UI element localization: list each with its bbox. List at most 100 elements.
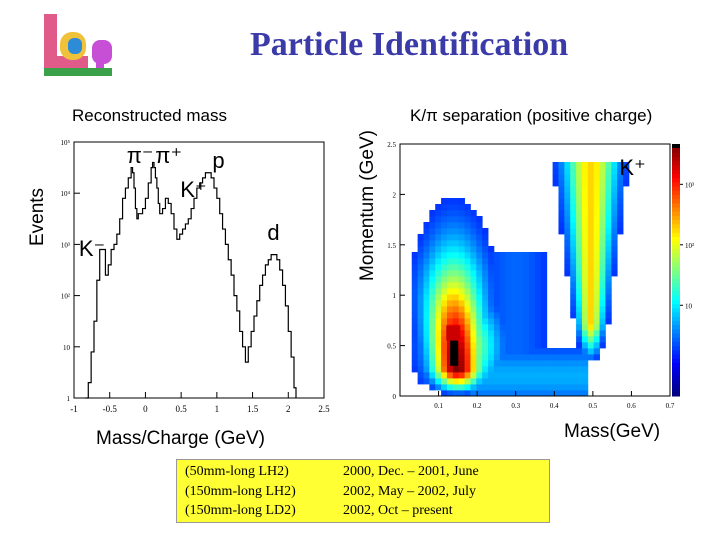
- heatmap-cell: [558, 162, 565, 169]
- heatmap-cell: [511, 270, 518, 277]
- heatmap-cell: [458, 252, 465, 259]
- heatmap-cell: [505, 336, 512, 343]
- heatmap-cell: [617, 192, 624, 199]
- heatmap-cell: [593, 162, 600, 169]
- heatmap-cell: [417, 234, 424, 241]
- heatmap-cell: [605, 270, 612, 277]
- heatmap-cell: [593, 192, 600, 199]
- heatmap-cell: [581, 234, 589, 241]
- colorbar-tick-label: 10²: [685, 242, 694, 250]
- heatmap-cell: [576, 216, 583, 223]
- heatmap-cell: [570, 288, 577, 295]
- heatmap-cell: [581, 360, 589, 367]
- heatmap-cell: [476, 366, 483, 373]
- heatmap-cell: [411, 336, 419, 343]
- heatmap-cell: [540, 390, 548, 397]
- heatmap-cell: [511, 306, 518, 313]
- heatmap-cell: [523, 366, 530, 373]
- left-x-tick-label: 0: [143, 404, 148, 412]
- heatmap-peak-cell: [450, 340, 459, 366]
- heatmap-cell: [446, 222, 454, 229]
- heatmap-cell: [429, 342, 436, 349]
- heatmap-cell: [570, 234, 577, 241]
- heatmap-cell: [464, 312, 471, 319]
- heatmap-cell: [511, 372, 518, 379]
- heatmap-cell: [605, 228, 612, 235]
- heatmap-cell: [458, 324, 465, 331]
- heatmap-cell: [458, 378, 465, 385]
- heatmap-cell: [623, 180, 630, 187]
- heatmap-cell: [581, 348, 589, 355]
- heatmap-cell: [505, 324, 512, 331]
- left-y-tick-label: 10⁵: [61, 139, 71, 147]
- heatmap-cell: [535, 258, 542, 265]
- heatmap-cell: [476, 348, 483, 355]
- heatmap-cell: [476, 384, 483, 391]
- heatmap-cell: [581, 216, 589, 223]
- colorbar-segment: [672, 253, 680, 258]
- heatmap-cell: [441, 348, 448, 355]
- heatmap-cell: [423, 360, 430, 367]
- heatmap-cell: [488, 384, 495, 391]
- heatmap-cell: [587, 222, 595, 229]
- heatmap-cell: [493, 276, 501, 283]
- heatmap-cell: [587, 300, 595, 307]
- heatmap-cell: [470, 372, 477, 379]
- heatmap-cell: [441, 252, 448, 259]
- heatmap-cell: [458, 282, 465, 289]
- heatmap-cell: [458, 228, 465, 235]
- heatmap-cell: [417, 306, 424, 313]
- right-x-tick-label: 0.1: [434, 402, 443, 410]
- colorbar-segment: [672, 379, 680, 384]
- heatmap-cell: [452, 390, 460, 397]
- heatmap-cell: [417, 354, 424, 361]
- heatmap-cell: [564, 180, 571, 187]
- heatmap-cell: [505, 264, 512, 271]
- right-plot-frame: [399, 143, 671, 397]
- target-column: (50mm-long LH2) (150mm-long LH2) (150mm-…: [177, 460, 333, 522]
- heatmap-cell: [576, 222, 583, 229]
- heatmap-cell: [599, 288, 606, 295]
- heatmap-cell: [523, 348, 530, 355]
- colorbar-segment: [672, 194, 680, 200]
- heatmap-cell: [599, 210, 606, 217]
- heatmap-cell: [458, 264, 465, 271]
- heatmap-cell: [576, 372, 583, 379]
- heatmap-cell: [458, 300, 465, 307]
- heatmap-cell: [429, 336, 436, 343]
- heatmap-cell: [587, 246, 595, 253]
- heatmap-cell: [605, 252, 612, 259]
- heatmap-cell: [470, 384, 477, 391]
- right-x-tick-label: 0.6: [627, 402, 636, 410]
- heatmap-cell: [505, 270, 512, 277]
- heatmap-cell: [581, 282, 589, 289]
- heatmap-cell: [576, 384, 583, 391]
- heatmap-cell: [505, 300, 512, 307]
- heatmap-cell: [558, 198, 565, 205]
- heatmap-cell: [529, 378, 536, 385]
- heatmap-cell: [452, 222, 460, 229]
- heatmap-cell: [570, 210, 577, 217]
- heatmap-cell: [605, 240, 612, 247]
- heatmap-cell: [452, 372, 460, 379]
- heatmap-cell: [576, 198, 583, 205]
- heatmap-cell: [535, 360, 542, 367]
- heatmap-cell: [446, 276, 454, 283]
- heatmap-cell: [517, 312, 524, 319]
- note-target-2: (150mm-long LH2): [185, 483, 296, 499]
- heatmap-cell: [464, 342, 471, 349]
- heatmap-cell: [611, 240, 618, 247]
- heatmap-cell: [570, 240, 577, 247]
- heatmap-cell: [581, 306, 589, 313]
- heatmap-cell: [517, 258, 524, 265]
- heatmap-cell: [452, 246, 460, 253]
- heatmap-cell: [517, 378, 524, 385]
- heatmap-cell: [435, 222, 442, 229]
- heatmap-cell: [599, 264, 606, 271]
- heatmap-cell: [587, 228, 595, 235]
- heatmap-cell: [581, 318, 589, 325]
- heatmap-cell: [511, 342, 518, 349]
- heatmap-cell: [482, 390, 489, 397]
- heatmap-cell: [411, 342, 419, 349]
- heatmap-cell: [464, 222, 471, 229]
